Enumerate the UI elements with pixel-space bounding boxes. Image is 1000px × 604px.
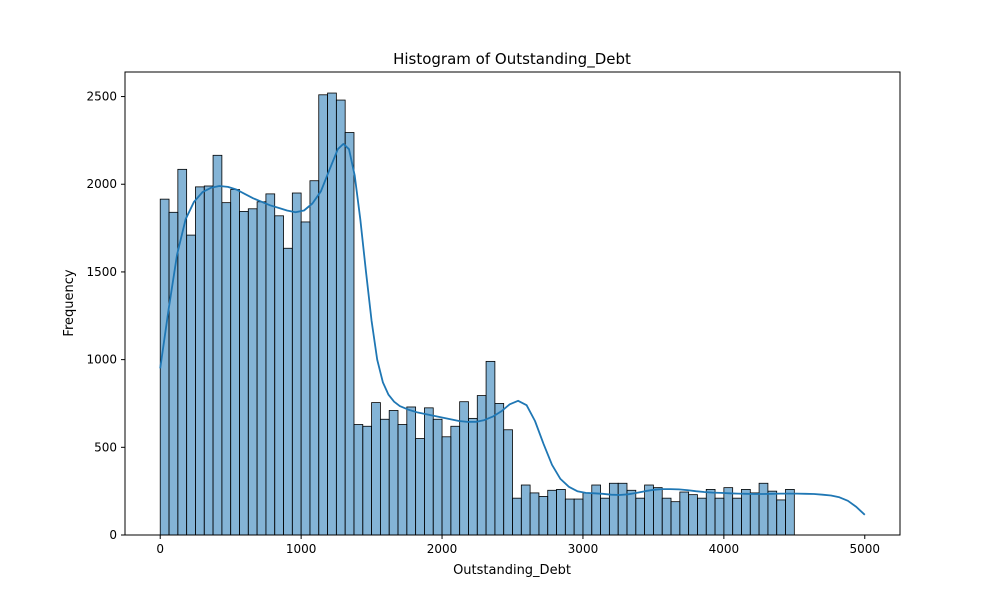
x-tick-label: 2000 <box>427 542 458 556</box>
histogram-bar <box>371 402 381 536</box>
y-tick-label: 500 <box>94 440 117 454</box>
kde-group <box>159 142 866 516</box>
histogram-bar <box>697 497 707 536</box>
histogram-bar <box>397 424 408 536</box>
histogram-bar <box>274 215 284 536</box>
histogram-bar <box>441 436 452 536</box>
histogram-bar <box>283 247 293 536</box>
histogram-bar <box>309 180 320 536</box>
histogram-bar <box>679 491 690 536</box>
histogram-bar <box>520 484 531 536</box>
histogram-bar <box>432 418 443 536</box>
y-tick-label: 1500 <box>86 265 117 279</box>
histogram-bar <box>203 185 214 536</box>
histogram-bar <box>450 425 461 536</box>
histogram-bar <box>529 492 540 536</box>
histogram-bar <box>547 489 557 536</box>
histogram-bar <box>749 492 760 536</box>
histogram-bar <box>265 193 276 536</box>
histogram-bar <box>485 360 496 536</box>
histogram-bar <box>653 487 663 536</box>
histogram-bar <box>327 92 337 536</box>
histogram-bar <box>406 406 417 536</box>
histogram-bar <box>626 489 637 536</box>
histogram-bar <box>661 497 672 536</box>
histogram-bar <box>362 425 372 536</box>
histogram-bar <box>291 192 302 536</box>
histogram-bar <box>494 403 505 536</box>
x-tick-label: 5000 <box>849 542 880 556</box>
x-ticks-group: 0 1000 2000 3000 4000 5000 <box>156 535 880 556</box>
histogram-bar <box>564 498 575 536</box>
histogram-bar <box>556 489 566 536</box>
histogram-bar <box>688 494 698 536</box>
y-tick-label: 1000 <box>86 353 117 367</box>
histogram-bar <box>670 501 681 536</box>
histogram-bar <box>212 154 223 536</box>
histogram-bar <box>221 202 232 536</box>
histogram-bar <box>247 208 258 536</box>
histogram-bar <box>230 189 240 536</box>
y-tick-label: 2500 <box>86 90 117 104</box>
histogram-bar <box>714 497 725 536</box>
histogram-bar <box>776 499 786 536</box>
kde-line <box>159 142 866 516</box>
histogram-bar <box>758 482 769 536</box>
histogram-bar <box>635 497 646 536</box>
histogram-bar <box>644 484 654 536</box>
histogram-bar <box>239 211 249 536</box>
bars-group <box>159 92 795 536</box>
y-tick-label: 0 <box>109 528 117 542</box>
histogram-bar <box>608 482 619 536</box>
histogram-bar <box>476 395 487 536</box>
chart-title: Histogram of Outstanding_Debt <box>393 50 631 69</box>
histogram-bar <box>353 424 364 536</box>
histogram-bar <box>424 407 434 536</box>
x-tick-label: 3000 <box>568 542 599 556</box>
histogram-bar <box>785 489 795 536</box>
histogram-bar <box>767 490 778 536</box>
histogram-bar <box>741 489 751 536</box>
histogram-bar <box>538 496 549 536</box>
plot-frame <box>124 71 901 536</box>
x-tick-label: 4000 <box>709 542 740 556</box>
histogram-bar <box>300 221 311 536</box>
x-tick-label: 0 <box>156 542 164 556</box>
y-tick-label: 2000 <box>86 177 117 191</box>
histogram-bar <box>186 234 196 536</box>
histogram-bar <box>256 201 267 536</box>
histogram-bar <box>723 487 734 536</box>
histogram-bar <box>318 94 328 536</box>
x-tick-label: 1000 <box>286 542 317 556</box>
histogram-bar <box>503 429 513 536</box>
y-axis-label: Frequency <box>62 269 77 336</box>
histogram-bar <box>573 498 584 536</box>
histogram-bar <box>159 198 170 536</box>
histogram-bar <box>344 132 355 536</box>
y-ticks-group: 0 500 1000 1500 2000 2500 <box>86 90 125 542</box>
histogram-bar <box>335 99 346 536</box>
histogram-bar <box>732 497 742 536</box>
histogram-bar <box>617 482 628 536</box>
histogram-bar <box>468 417 478 536</box>
histogram-bar <box>379 418 390 536</box>
histogram-bar <box>415 438 425 536</box>
histogram-bar <box>705 489 716 536</box>
x-axis-label: Outstanding_Debt <box>453 563 571 578</box>
histogram-bar <box>582 492 593 536</box>
histogram-bar <box>512 497 522 536</box>
histogram-bar <box>388 410 399 536</box>
histogram-bar <box>195 186 205 536</box>
histogram-bar <box>600 497 610 536</box>
